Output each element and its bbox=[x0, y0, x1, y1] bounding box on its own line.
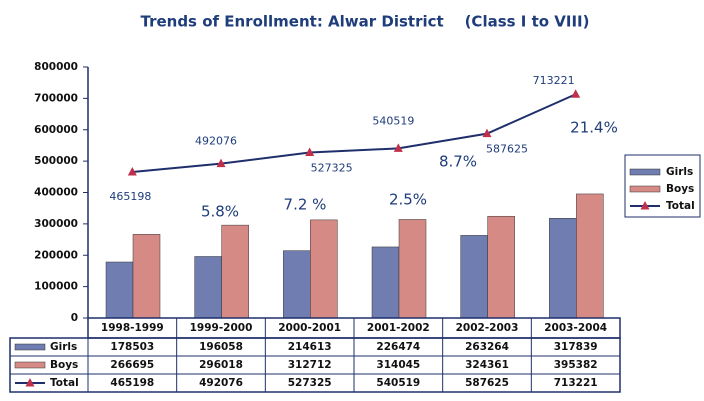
x-tick-label: 1998-1999 bbox=[101, 322, 164, 334]
legend-key bbox=[14, 361, 46, 369]
x-tick-label: 2003-2004 bbox=[544, 322, 607, 334]
legend-label: Girls bbox=[666, 166, 693, 178]
total-marker bbox=[571, 89, 581, 98]
table-cell: 395382 bbox=[554, 359, 598, 371]
annotation: 8.7% bbox=[439, 153, 477, 171]
table-cell: 492076 bbox=[199, 377, 243, 389]
table-cell: 266695 bbox=[110, 359, 154, 371]
y-tick-label: 200000 bbox=[34, 249, 78, 261]
y-tick-label: 700000 bbox=[34, 92, 78, 104]
bar bbox=[221, 224, 249, 319]
total-marker bbox=[482, 128, 492, 138]
table-cell: 314045 bbox=[376, 359, 420, 371]
table-cell: 178503 bbox=[110, 341, 154, 353]
table-cell: 226474 bbox=[376, 341, 420, 353]
value-label: 713221 bbox=[533, 74, 575, 87]
bar bbox=[460, 235, 488, 319]
bar bbox=[371, 246, 400, 319]
bar bbox=[132, 234, 161, 319]
total-marker bbox=[127, 167, 137, 176]
row-header: Boys bbox=[50, 359, 78, 371]
y-tick-label: 0 bbox=[71, 312, 78, 324]
total-marker bbox=[305, 147, 315, 157]
value-label: 465198 bbox=[109, 190, 151, 203]
total-line bbox=[132, 93, 577, 174]
legend-key bbox=[629, 185, 661, 193]
value-label: 492076 bbox=[195, 135, 237, 148]
x-tick-label: 2002-2003 bbox=[456, 322, 519, 334]
table-cell: 713221 bbox=[554, 377, 598, 389]
table-cell: 296018 bbox=[199, 359, 243, 371]
x-tick-label: 2000-2001 bbox=[278, 322, 341, 334]
table-cell: 317839 bbox=[554, 341, 598, 353]
bar bbox=[310, 219, 338, 319]
table-cell: 540519 bbox=[376, 377, 420, 389]
bar bbox=[576, 193, 604, 319]
bar bbox=[105, 261, 134, 319]
table-cell: 263264 bbox=[465, 341, 509, 353]
y-tick-label: 600000 bbox=[34, 124, 78, 136]
table-cell: 196058 bbox=[199, 341, 243, 353]
legend-key bbox=[25, 378, 35, 387]
value-label: 540519 bbox=[372, 114, 414, 127]
annotation: 7.2 % bbox=[284, 196, 327, 214]
table-cell: 587625 bbox=[465, 377, 509, 389]
legend-label: Total bbox=[666, 200, 695, 212]
table-cell: 465198 bbox=[110, 377, 154, 389]
legend-label: Boys bbox=[666, 183, 694, 195]
value-label: 587625 bbox=[486, 143, 528, 156]
legend-key bbox=[640, 201, 650, 210]
x-tick-label: 1999-2000 bbox=[190, 322, 253, 334]
bar bbox=[283, 250, 311, 319]
total-marker bbox=[393, 143, 403, 152]
annotation: 5.8% bbox=[201, 203, 239, 221]
annotation: 21.4% bbox=[570, 119, 618, 137]
annotation: 2.5% bbox=[389, 191, 427, 209]
y-tick-label: 800000 bbox=[34, 61, 78, 73]
total-marker bbox=[216, 158, 226, 168]
y-tick-label: 100000 bbox=[34, 281, 78, 293]
bar bbox=[549, 218, 577, 319]
legend-key bbox=[14, 343, 46, 351]
table-cell: 214613 bbox=[288, 341, 332, 353]
y-tick-label: 300000 bbox=[34, 218, 78, 230]
x-tick-label: 2001-2002 bbox=[367, 322, 430, 334]
chart-title: Trends of Enrollment: Alwar District (Cl… bbox=[140, 13, 589, 31]
row-header: Total bbox=[50, 377, 79, 389]
legend-key bbox=[629, 168, 661, 176]
bar bbox=[487, 215, 515, 319]
bar bbox=[398, 219, 427, 319]
table-cell: 324361 bbox=[465, 359, 509, 371]
bar bbox=[194, 256, 222, 319]
row-header: Girls bbox=[50, 341, 77, 353]
y-tick-label: 400000 bbox=[34, 187, 78, 199]
table-cell: 527325 bbox=[288, 377, 332, 389]
table-cell: 312712 bbox=[288, 359, 332, 371]
value-label: 527325 bbox=[311, 162, 353, 175]
y-tick-label: 500000 bbox=[34, 155, 78, 167]
